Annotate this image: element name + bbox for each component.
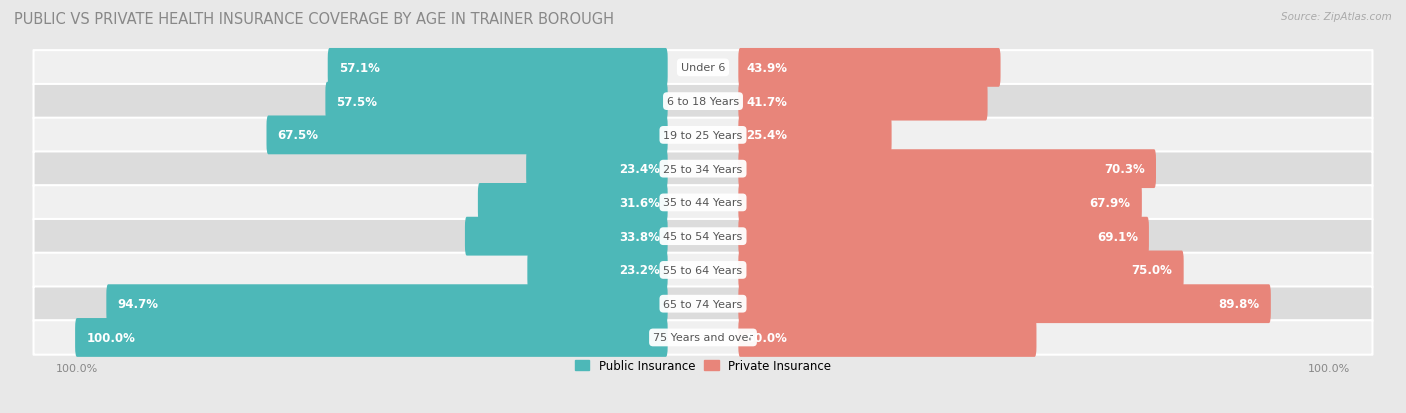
FancyBboxPatch shape xyxy=(465,217,668,256)
Text: 45 to 54 Years: 45 to 54 Years xyxy=(664,232,742,242)
FancyBboxPatch shape xyxy=(34,51,1372,85)
Text: 94.7%: 94.7% xyxy=(118,297,159,311)
Text: 6 to 18 Years: 6 to 18 Years xyxy=(666,97,740,107)
FancyBboxPatch shape xyxy=(107,285,668,323)
FancyBboxPatch shape xyxy=(478,183,668,222)
FancyBboxPatch shape xyxy=(34,186,1372,220)
FancyBboxPatch shape xyxy=(527,251,668,290)
FancyBboxPatch shape xyxy=(34,85,1372,119)
Text: 50.0%: 50.0% xyxy=(747,331,787,344)
Text: 19 to 25 Years: 19 to 25 Years xyxy=(664,131,742,140)
Text: 25.4%: 25.4% xyxy=(747,129,787,142)
Text: PUBLIC VS PRIVATE HEALTH INSURANCE COVERAGE BY AGE IN TRAINER BOROUGH: PUBLIC VS PRIVATE HEALTH INSURANCE COVER… xyxy=(14,12,614,27)
Text: 23.2%: 23.2% xyxy=(619,264,659,277)
Text: 67.5%: 67.5% xyxy=(277,129,319,142)
Text: 57.1%: 57.1% xyxy=(339,62,380,75)
Text: 70.3%: 70.3% xyxy=(1104,163,1144,176)
Legend: Public Insurance, Private Insurance: Public Insurance, Private Insurance xyxy=(571,354,835,377)
FancyBboxPatch shape xyxy=(526,150,668,189)
Text: 67.9%: 67.9% xyxy=(1090,197,1130,209)
Text: 100.0%: 100.0% xyxy=(86,331,135,344)
FancyBboxPatch shape xyxy=(325,83,668,121)
Text: 23.4%: 23.4% xyxy=(619,163,659,176)
FancyBboxPatch shape xyxy=(738,49,1001,88)
FancyBboxPatch shape xyxy=(738,116,891,155)
FancyBboxPatch shape xyxy=(34,287,1372,321)
FancyBboxPatch shape xyxy=(267,116,668,155)
FancyBboxPatch shape xyxy=(738,285,1271,323)
Text: 69.1%: 69.1% xyxy=(1097,230,1137,243)
Text: 55 to 64 Years: 55 to 64 Years xyxy=(664,265,742,275)
Text: 65 to 74 Years: 65 to 74 Years xyxy=(664,299,742,309)
FancyBboxPatch shape xyxy=(738,183,1142,222)
Text: 75.0%: 75.0% xyxy=(1132,264,1173,277)
Text: 43.9%: 43.9% xyxy=(747,62,787,75)
FancyBboxPatch shape xyxy=(738,318,1036,357)
FancyBboxPatch shape xyxy=(738,217,1149,256)
FancyBboxPatch shape xyxy=(738,150,1156,189)
Text: 75 Years and over: 75 Years and over xyxy=(652,332,754,343)
Text: 57.5%: 57.5% xyxy=(336,95,378,108)
FancyBboxPatch shape xyxy=(738,83,987,121)
Text: 31.6%: 31.6% xyxy=(619,197,659,209)
FancyBboxPatch shape xyxy=(328,49,668,88)
FancyBboxPatch shape xyxy=(34,119,1372,153)
Text: 89.8%: 89.8% xyxy=(1219,297,1260,311)
FancyBboxPatch shape xyxy=(34,253,1372,287)
Text: Under 6: Under 6 xyxy=(681,63,725,73)
Text: 33.8%: 33.8% xyxy=(619,230,659,243)
FancyBboxPatch shape xyxy=(75,318,668,357)
FancyBboxPatch shape xyxy=(34,219,1372,254)
Text: 41.7%: 41.7% xyxy=(747,95,787,108)
FancyBboxPatch shape xyxy=(34,320,1372,355)
Text: Source: ZipAtlas.com: Source: ZipAtlas.com xyxy=(1281,12,1392,22)
FancyBboxPatch shape xyxy=(34,152,1372,186)
Text: 25 to 34 Years: 25 to 34 Years xyxy=(664,164,742,174)
Text: 35 to 44 Years: 35 to 44 Years xyxy=(664,198,742,208)
FancyBboxPatch shape xyxy=(738,251,1184,290)
